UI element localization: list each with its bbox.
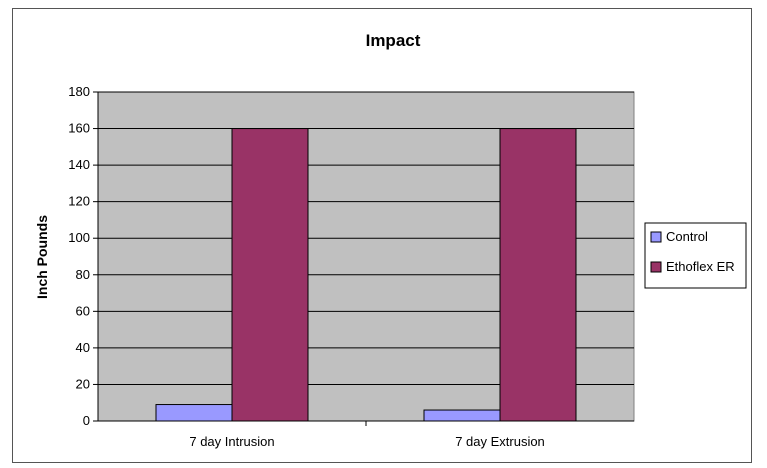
y-tick-label: 0 — [83, 413, 90, 428]
legend: Control Ethoflex ER — [644, 222, 747, 289]
bar — [155, 404, 233, 422]
bar — [423, 409, 501, 422]
x-tick-label: 7 day Extrusion — [455, 434, 545, 449]
y-tick-label: 80 — [76, 267, 90, 282]
y-tick-label: 20 — [76, 376, 90, 391]
plot-area: 0 20 40 60 80 100 120 140 160 180 7 day Intrusion 7… — [68, 84, 635, 449]
y-tick-label: 160 — [68, 121, 90, 136]
y-tick-label: 180 — [68, 84, 90, 99]
y-tick-label: 60 — [76, 303, 90, 318]
y-tick-label: 140 — [68, 157, 90, 172]
y-tick-label: 120 — [68, 194, 90, 209]
legend-label: Control — [666, 229, 708, 244]
bar — [231, 128, 309, 422]
legend-swatch — [650, 261, 662, 273]
y-axis-label: Inch Pounds — [34, 215, 50, 299]
legend-label: Ethoflex ER — [666, 259, 735, 274]
y-tick-label: 40 — [76, 340, 90, 355]
legend-box — [644, 222, 747, 289]
chart-title: Impact — [366, 31, 421, 50]
legend-swatch — [650, 231, 662, 243]
bar — [499, 128, 577, 422]
y-tick-label: 100 — [68, 230, 90, 245]
x-tick-label: 7 day Intrusion — [189, 434, 274, 449]
